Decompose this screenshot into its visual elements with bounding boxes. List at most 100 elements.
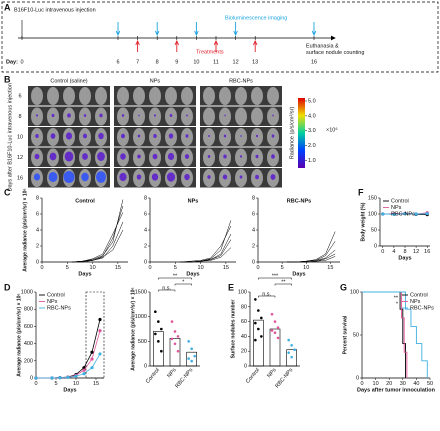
y-tick-label: 50	[353, 332, 359, 338]
point	[270, 329, 274, 332]
row-day: 8	[18, 114, 21, 120]
colorbar-tick-label: 4.0	[308, 113, 316, 119]
x-tick-label: 15	[327, 265, 333, 271]
mouse	[63, 87, 75, 105]
y-tick-label: 8	[252, 195, 255, 201]
day-label: 8	[156, 59, 159, 65]
y-tick-label: 2	[36, 243, 39, 249]
signal	[120, 153, 126, 160]
x-tick-label: 12	[413, 249, 419, 255]
day-label: 12	[233, 59, 239, 65]
day-label: 11	[213, 59, 219, 65]
mouse	[235, 107, 247, 126]
x-tick-label: 10	[373, 381, 379, 387]
signal	[121, 114, 125, 117]
point	[254, 321, 257, 325]
y-tick-label: 100	[368, 211, 377, 217]
x-axis-label: Days after tumor innoculation	[357, 387, 436, 393]
x-tick-label: 10	[303, 265, 309, 271]
y-tick-label: 50	[371, 227, 377, 233]
point	[157, 320, 160, 323]
y-axis-label: Percent survival	[342, 315, 348, 354]
signal	[48, 171, 58, 183]
chart-title: Control	[75, 198, 95, 204]
y-axis-label: Body weight (%)	[360, 202, 366, 241]
y-tick-label: 1000	[21, 289, 33, 295]
point	[257, 309, 260, 312]
axes	[379, 198, 430, 247]
point	[260, 316, 263, 320]
category-label: NPs	[166, 367, 177, 379]
point	[170, 320, 174, 323]
x-tick-label: 8	[403, 249, 406, 255]
colorbar-tick-label: 3.0	[308, 128, 316, 134]
point	[173, 330, 177, 333]
point	[58, 376, 62, 380]
significance-label: n.s.	[162, 285, 171, 291]
bar	[286, 349, 297, 367]
imaging-arrow	[154, 22, 160, 37]
mouse	[79, 87, 91, 105]
signal	[255, 154, 259, 159]
point	[273, 320, 277, 323]
point	[98, 317, 102, 322]
day-label: 0	[20, 59, 23, 65]
point	[276, 336, 280, 340]
point	[254, 338, 257, 342]
day-label: 6	[116, 59, 119, 65]
treatment-arrow	[252, 39, 258, 52]
x-tick-label: 0	[34, 381, 37, 387]
signal	[223, 154, 227, 159]
y-tick-label: 0	[36, 259, 39, 265]
mouse	[251, 87, 263, 105]
mouse	[203, 87, 215, 105]
legend-label: Control	[47, 292, 65, 298]
point	[176, 335, 180, 338]
column-header: Control (saline)	[50, 78, 87, 84]
y-axis-label: Average radiance (p/s/cm²/sr) × 10⁶	[130, 287, 136, 370]
signal	[137, 134, 141, 138]
day-label: 7	[136, 59, 139, 65]
point	[403, 212, 407, 216]
colorbar-tick-label: 1.0	[308, 158, 316, 164]
legend-label: NPs	[410, 299, 421, 305]
category-label: Control	[245, 367, 261, 384]
y-tick-label: 800	[24, 307, 33, 313]
signal	[208, 134, 210, 138]
signal	[224, 114, 226, 117]
point	[293, 348, 296, 352]
signal	[166, 172, 176, 182]
point	[425, 212, 429, 216]
y-tick-label: 0	[356, 375, 359, 381]
day-label: 16	[311, 59, 317, 65]
x-tick-label: 4	[392, 249, 395, 255]
legend-label: NPs	[391, 205, 402, 211]
y-tick-label: 4	[144, 227, 147, 233]
signal	[255, 174, 259, 180]
y-tick-label: 6	[36, 211, 39, 217]
signal	[82, 133, 88, 139]
signal	[51, 113, 55, 118]
colorbar-label: Radiance (p/s/cm²/sr)	[289, 107, 295, 160]
mouse	[133, 107, 145, 126]
signal	[272, 114, 274, 117]
signal	[67, 113, 71, 118]
y-tick-label: 2	[144, 243, 147, 249]
y-tick-label: 500	[138, 339, 147, 345]
colorbar-multiplier: ×10⁶	[326, 126, 338, 133]
column-header: RBC-NPs	[229, 78, 253, 84]
y-tick-label: 80	[241, 304, 247, 310]
row-day: 16	[17, 176, 23, 182]
treatment-arrow	[213, 39, 219, 52]
point	[170, 337, 174, 341]
series-line	[72, 221, 124, 263]
significance-bracket	[258, 277, 292, 280]
y-axis-label: Average radiance (p/s/cm²/sr) × 10⁶	[16, 293, 22, 376]
signal	[152, 153, 158, 160]
signal	[255, 134, 259, 138]
point	[257, 327, 260, 331]
row-day: 10	[17, 135, 23, 141]
signal	[99, 113, 103, 118]
mouse	[267, 87, 279, 105]
y-tick-label: 0	[252, 259, 255, 265]
